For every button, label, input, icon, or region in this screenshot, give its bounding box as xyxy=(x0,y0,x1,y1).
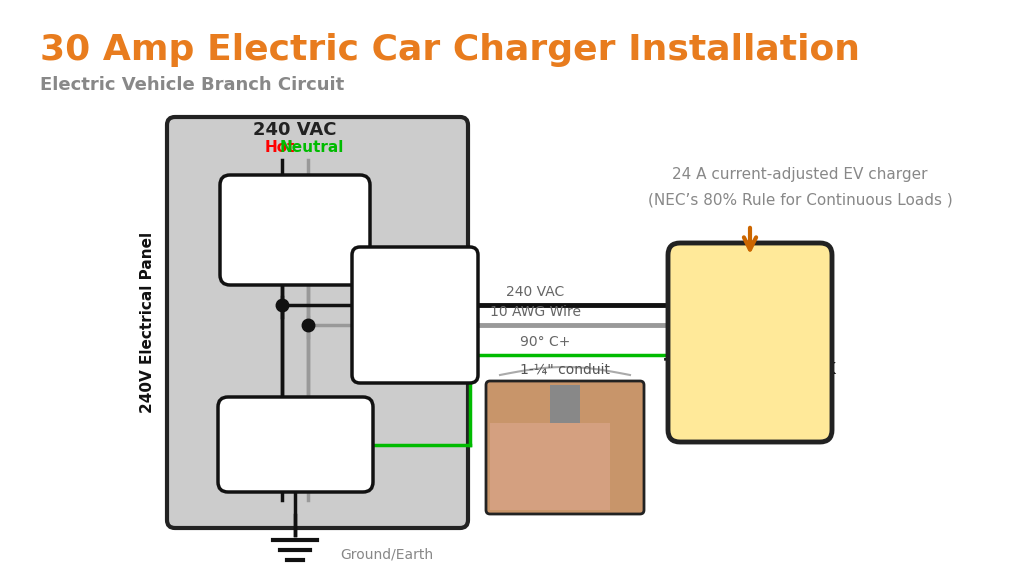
Text: 90° C+: 90° C+ xyxy=(520,335,570,349)
Text: 240V Electrical Panel: 240V Electrical Panel xyxy=(139,232,155,412)
Text: 1-¼" conduit: 1-¼" conduit xyxy=(520,363,610,377)
Text: 240 VAC: 240 VAC xyxy=(506,285,564,299)
Text: Electric Vehicle Branch Circuit: Electric Vehicle Branch Circuit xyxy=(40,76,344,94)
Text: Main
Breaker: Main Breaker xyxy=(255,211,335,249)
Text: 30 Amp Electric Car Charger Installation: 30 Amp Electric Car Charger Installation xyxy=(40,33,860,67)
Bar xyxy=(550,385,580,510)
Text: 24 A current-adjusted EV charger: 24 A current-adjusted EV charger xyxy=(672,168,928,183)
Text: 240 VAC: 240 VAC xyxy=(253,121,337,139)
FancyBboxPatch shape xyxy=(668,243,831,442)
Text: 30 Amps
Circuit
Breaker: 30 Amps Circuit Breaker xyxy=(378,290,452,340)
Text: Ground/Earth: Ground/Earth xyxy=(340,548,433,562)
Bar xyxy=(490,423,610,510)
FancyBboxPatch shape xyxy=(167,117,468,528)
FancyBboxPatch shape xyxy=(220,175,370,285)
Text: Neutral: Neutral xyxy=(280,140,344,155)
FancyBboxPatch shape xyxy=(218,397,373,492)
FancyBboxPatch shape xyxy=(486,381,644,514)
Text: 10 AWG Wire: 10 AWG Wire xyxy=(489,305,581,319)
Text: Ground Bus: Ground Bus xyxy=(237,436,353,454)
FancyBboxPatch shape xyxy=(352,247,478,383)
Text: (NEC’s 80% Rule for Continuous Loads ): (NEC’s 80% Rule for Continuous Loads ) xyxy=(647,192,952,207)
Text: Hot: Hot xyxy=(265,140,295,155)
Text: 30 Amp EV
Charger
Terminal Block: 30 Amp EV Charger Terminal Block xyxy=(664,306,836,378)
